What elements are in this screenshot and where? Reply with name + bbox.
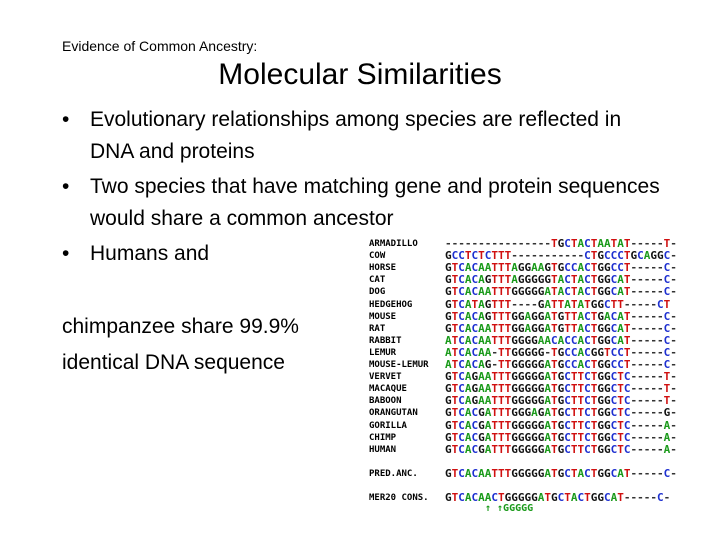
sequence: GCCTCTCTTT-----------CTGCCCTGCAGGC- <box>445 249 677 263</box>
species-label: HEDGEHOG <box>369 299 413 310</box>
species-label: MER20 CONS. <box>369 492 429 503</box>
alignment-figure: ↑ ↑GGGGG ARMADILLO ----------------TGCTAC… <box>365 236 720 526</box>
sequence: ATCACAG-TTGGGGGATGCCACTGGCCT-----C- <box>445 358 677 371</box>
bullet-list: Evolutionary relationships among species… <box>62 104 662 273</box>
sequence: ATCACAA-TTGGGGG-TGCCACGGTCCT-----C- <box>445 345 677 359</box>
species-label: LEMUR <box>369 347 397 358</box>
sequence: GTCACGATTTGGGGGATGCTTCTGGCTC-----A- <box>445 418 677 432</box>
sequence: GTCACAATTTAGGAAGTGCCACTGGCCT-----C- <box>445 261 677 275</box>
sequence: GTCACGATTTGGGAGATGCTTCTGGCTC-----G- <box>445 406 677 420</box>
species-label: HUMAN <box>369 444 397 455</box>
sequence: ATCACAATTTGGGGAACACCACTGGCAT-----C- <box>445 333 677 347</box>
species-label: COW <box>369 251 386 262</box>
species-label: HORSE <box>369 263 397 274</box>
bullet: Evolutionary relationships among species… <box>62 104 662 168</box>
species-label: DOG <box>369 287 386 298</box>
species-label: MOUSE-LEMUR <box>369 360 429 370</box>
bullet: Two species that have matching gene and … <box>62 171 662 235</box>
species-label: MOUSE <box>369 311 397 322</box>
sequence: GTCATAGTTT----GATTATATGGCTT-----CT <box>445 297 671 311</box>
species-label: PRED.ANC. <box>369 468 418 479</box>
sequence: GTCACAGTTTAGGGGGTACTACTGGCAT-----C- <box>445 273 677 287</box>
sequence: GTCAGAATTTGGGGGATGCTTCTGGCTC-----T- <box>445 382 677 396</box>
bullet: Humans and <box>62 238 662 270</box>
sequence: GTCACGATTTGGGGGATGCTTCTGGCTC-----A- <box>445 430 677 444</box>
species-label: ORANGUTAN <box>369 408 418 419</box>
species-label: RABBIT <box>369 335 402 346</box>
text-line: identical DNA sequence <box>62 351 285 374</box>
text-line: chimpanzee share 99.9% <box>62 315 299 338</box>
species-label: GORILLA <box>369 420 407 431</box>
sequence: GTCACAGTTTGGAGGATGTTACTGACAT-----C- <box>445 309 677 323</box>
sequence: GTCACGATTTGGGGGATGCTTCTGGCTC-----A- <box>445 442 677 456</box>
title: Molecular Similarities <box>218 58 502 91</box>
sequence: GTCAGAATTTGGGGGATGCTTCTGGCTC-----T- <box>445 370 677 384</box>
sequence: GTCAGAATTTGGGGGATGCTTCTGGCTC-----T- <box>445 394 677 408</box>
sequence: GTCACAATTTGGGGGATGCTACTGGCAT-----C- <box>445 466 677 480</box>
species-label: RAT <box>369 323 386 334</box>
species-label: CAT <box>369 275 386 286</box>
sequence: GTCACAATTTGGAGGATGTTACTGGCAT-----C- <box>445 321 677 335</box>
species-label: VERVET <box>369 372 402 383</box>
species-label: BABOON <box>369 396 402 407</box>
arrow-note: ↑ ↑GGGGG <box>485 503 534 514</box>
species-label: ARMADILLO <box>369 239 418 249</box>
species-label: MACAQUE <box>369 384 407 395</box>
sequence: GTCACAACTGGGGGATGCTACTGGCAT-----C- <box>445 490 671 504</box>
species-label: CHIMP <box>369 432 397 443</box>
subtitle: Evidence of Common Ancestry: <box>62 38 258 54</box>
sequence: GTCACAATTTGGGGGATACTACTGGCAT-----C- <box>445 285 677 299</box>
sequence: ----------------TGCTACTAATAT-----T- <box>445 237 677 250</box>
